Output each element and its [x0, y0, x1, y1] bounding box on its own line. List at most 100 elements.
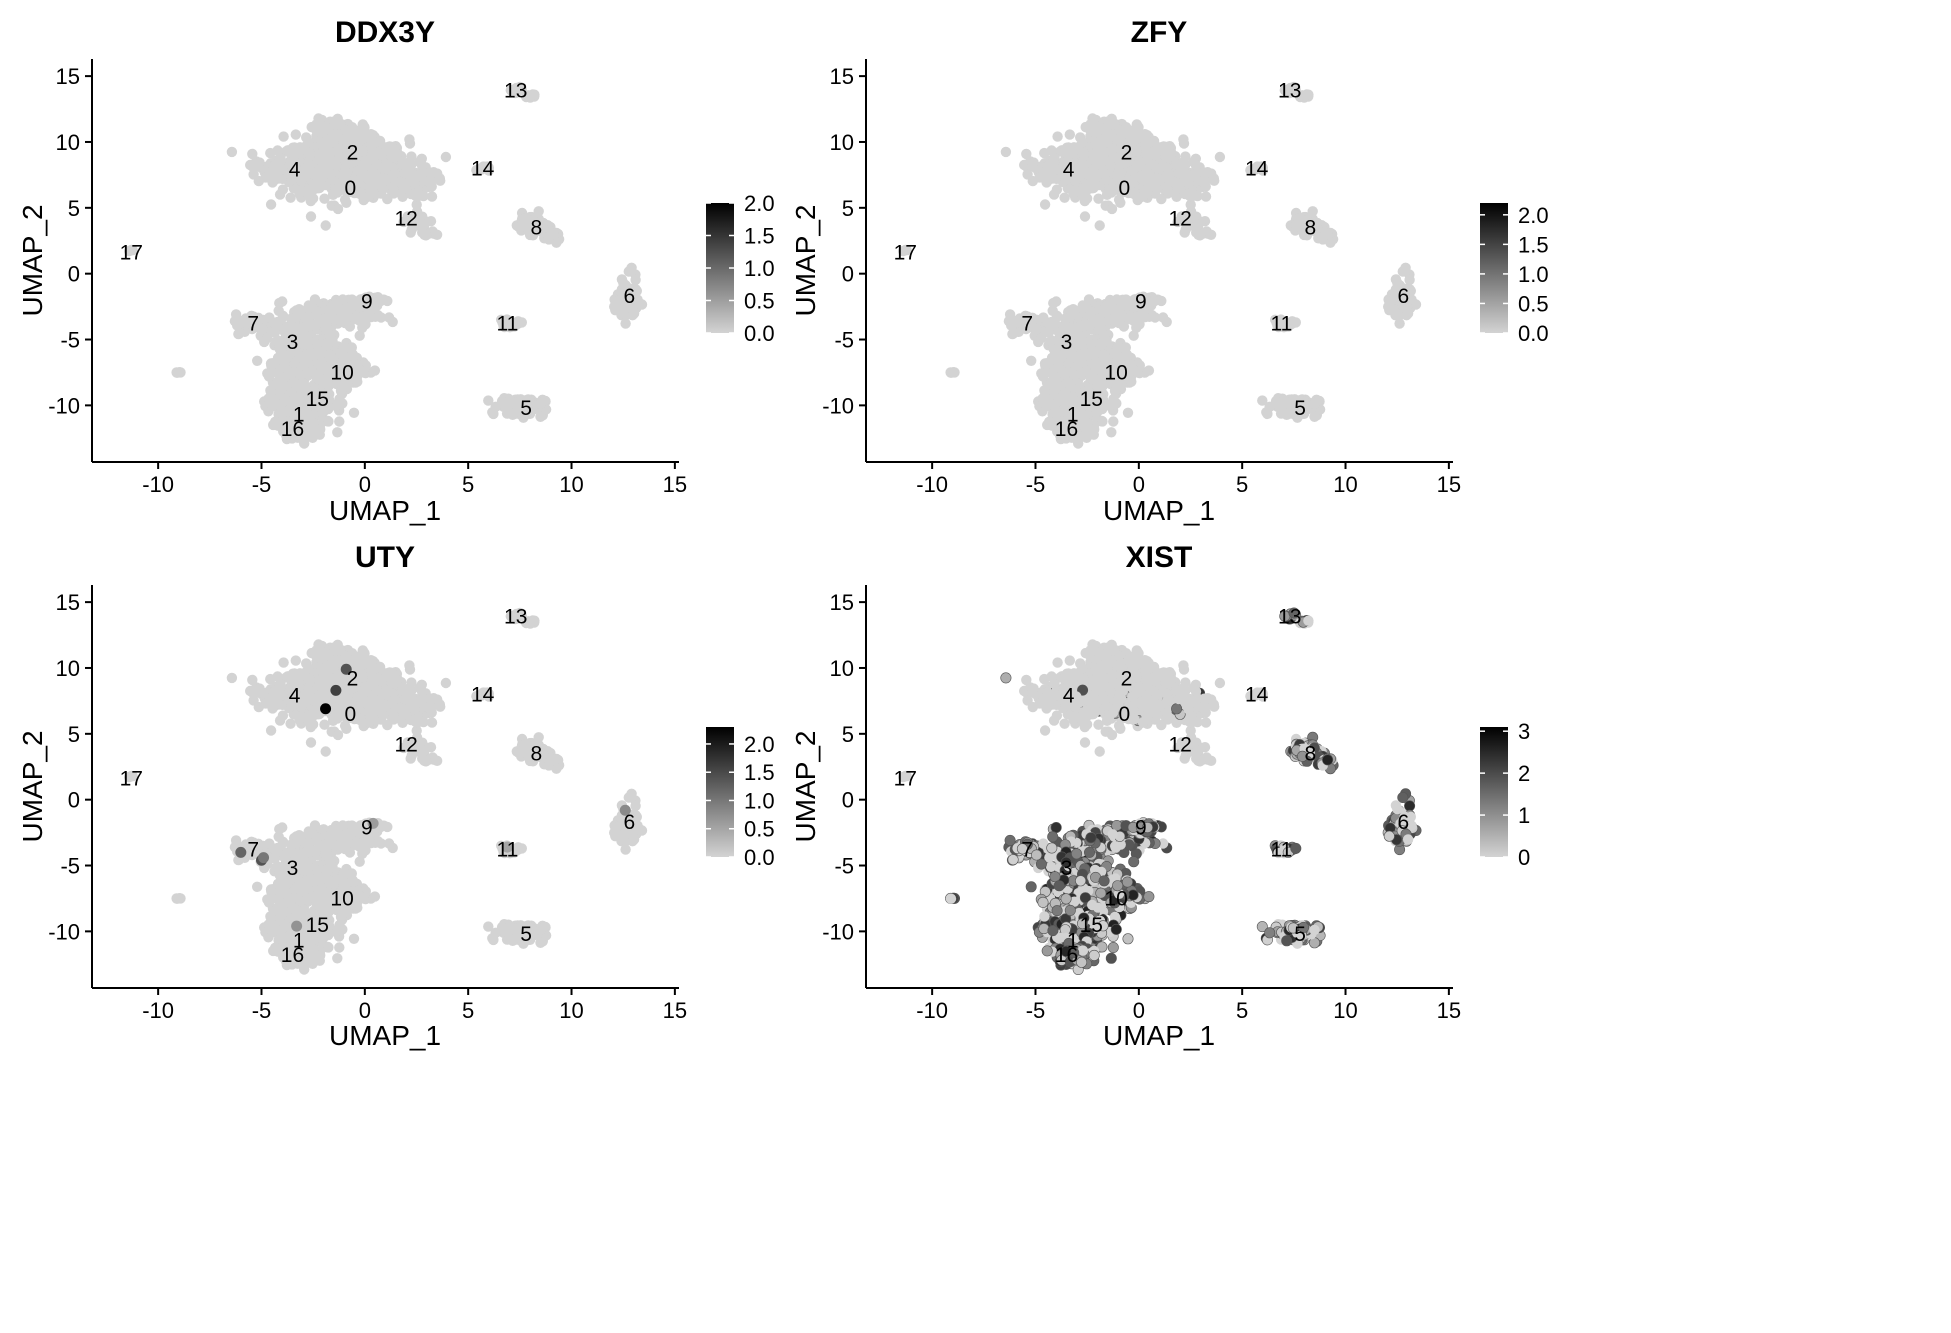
cell-point: [275, 152, 286, 164]
cell-point: [293, 148, 304, 159]
cell-point: [404, 134, 415, 145]
cell-point: [276, 173, 287, 184]
cell-point: [1084, 321, 1095, 332]
cell-point: [335, 119, 346, 130]
cell-points: [124, 81, 648, 449]
cell-point: [277, 296, 288, 307]
cell-point: [382, 193, 393, 205]
cell-point: [275, 345, 287, 356]
cluster-label: 6: [624, 285, 636, 308]
cell-point: [278, 131, 289, 142]
cell-point: [1178, 134, 1189, 145]
cell-point: [319, 193, 330, 204]
cluster-label: 9: [361, 290, 373, 313]
cell-point: [1046, 316, 1058, 328]
cell-point: [1109, 119, 1120, 130]
cell-point: [409, 178, 420, 189]
cell-point: [1190, 160, 1202, 171]
cluster-label: 12: [394, 207, 417, 230]
cell-point: [1054, 354, 1065, 365]
x-axis-label: UMAP_1: [329, 495, 441, 526]
colorbar-label: 1.0: [744, 256, 775, 281]
cluster-label: 0: [345, 177, 357, 200]
cell-point: [262, 332, 273, 344]
cell-point: [440, 151, 452, 163]
cell-point: [1200, 181, 1211, 192]
cell-point: [1164, 148, 1176, 159]
cell-point: [303, 137, 314, 148]
cell-point: [337, 398, 348, 409]
cell-point: [253, 161, 264, 172]
colorbar: 2.0 1.5 1.0 0.5 0.0: [706, 191, 775, 346]
cell-point: [332, 203, 344, 215]
cell-point: [1106, 427, 1117, 438]
cell-point: [1303, 89, 1314, 100]
colorbar-label: 2.0: [744, 191, 775, 216]
cluster-label: 15: [306, 388, 329, 411]
cell-point: [260, 172, 271, 183]
cell-point: [233, 328, 245, 339]
cell-point: [327, 135, 339, 146]
cell-point: [416, 160, 428, 171]
cell-point: [310, 321, 321, 332]
cell-point: [1205, 229, 1217, 240]
cell-point: [324, 349, 336, 361]
cell-point: [274, 189, 286, 200]
cell-point: [1034, 172, 1045, 183]
cell-point: [341, 197, 352, 208]
cell-point: [1036, 332, 1047, 344]
y-tick-label: 10: [56, 130, 80, 155]
cell-point: [1047, 305, 1058, 316]
cluster-label: 16: [281, 418, 304, 441]
cell-point: [1085, 306, 1097, 317]
cell-point: [1143, 168, 1155, 180]
cell-point: [353, 363, 365, 375]
cell-point: [426, 191, 438, 202]
cell-point: [1078, 147, 1089, 159]
cell-point: [1402, 308, 1414, 319]
cell-point: [616, 274, 628, 285]
cell-point: [325, 147, 336, 158]
cell-point: [311, 306, 323, 317]
cell-point: [1390, 274, 1402, 285]
cell-point: [333, 303, 344, 314]
y-tick-label: 15: [56, 64, 80, 89]
cell-point: [1122, 407, 1134, 418]
cell-point: [1007, 328, 1019, 339]
colorbar-label: 0.5: [744, 289, 775, 314]
cell-point: [1322, 228, 1333, 240]
x-tick-label: -5: [252, 472, 272, 497]
colorbar-label: 0.0: [744, 321, 775, 346]
cell-point: [313, 373, 324, 385]
cell-point: [1384, 305, 1395, 316]
cell-point: [263, 371, 275, 382]
cell-point: [1155, 174, 1166, 186]
cell-point: [1127, 129, 1139, 140]
x-tick-label: 5: [462, 472, 474, 497]
cell-point: [1309, 398, 1320, 410]
cluster-label: 11: [497, 313, 519, 336]
cell-point: [1128, 330, 1139, 341]
cell-point: [290, 129, 301, 140]
cluster-label: 10: [330, 361, 353, 384]
x-tick-label: 10: [559, 472, 583, 497]
panel-title: DDX3Y: [335, 16, 435, 49]
cell-point: [304, 147, 315, 159]
colorbar-label: 1.5: [744, 224, 775, 249]
cell-point: [529, 89, 540, 100]
cell-point: [1027, 161, 1039, 172]
cell-point: [1049, 345, 1061, 356]
cell-point: [316, 179, 328, 191]
cell-point: [1101, 135, 1113, 146]
cell-point: [420, 230, 432, 241]
cluster-label: 7: [247, 313, 259, 336]
cell-point: [1048, 189, 1060, 200]
cell-point: [265, 385, 276, 396]
cell-point: [1026, 355, 1037, 366]
cell-point: [406, 159, 417, 170]
cluster-label: 3: [287, 331, 299, 354]
cell-point: [1214, 151, 1226, 163]
cell-point: [1050, 173, 1061, 184]
umap-panel-ddx3y: -10 -5 0 5 10 15151050-5-10DDX3YUMAP_1UMAP_20…: [17, 16, 775, 526]
cell-point: [1090, 179, 1102, 191]
